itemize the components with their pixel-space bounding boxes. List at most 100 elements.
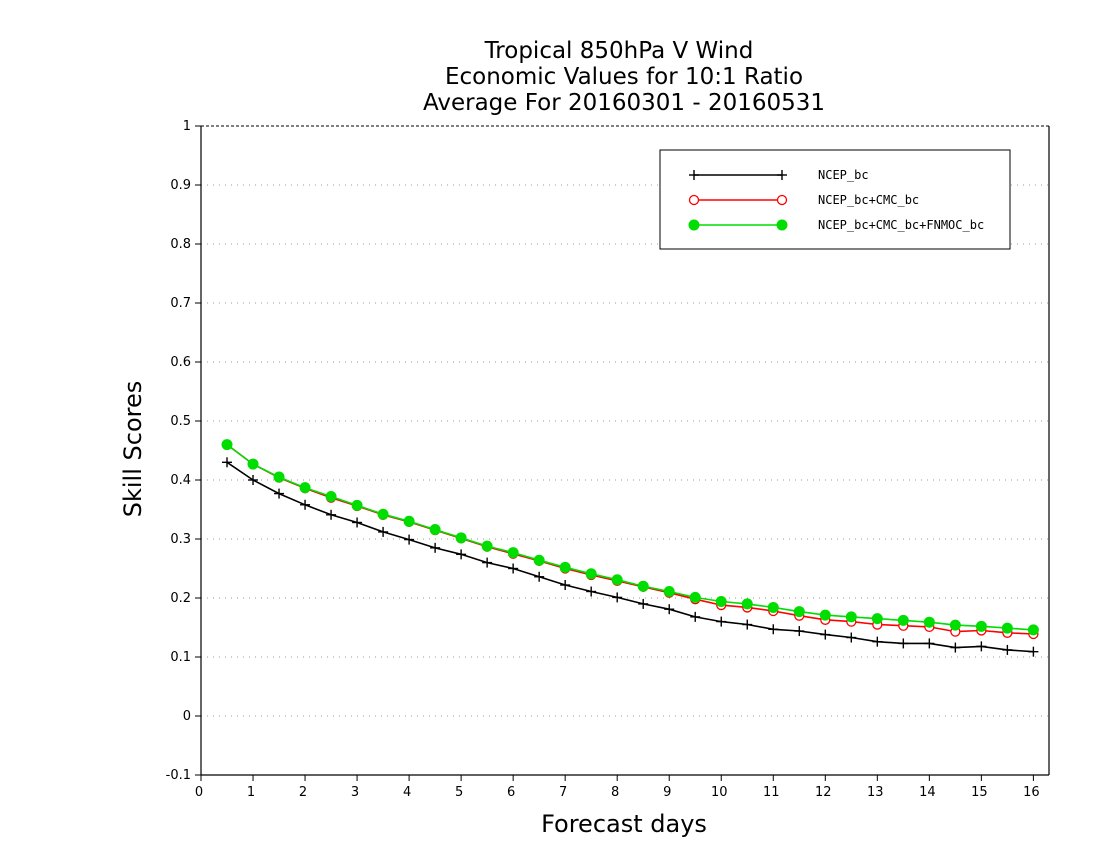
legend-marker: [688, 194, 700, 206]
legend-marker: [688, 219, 700, 231]
gridlines: [201, 184, 1049, 717]
y-tick-label: 0.2: [170, 591, 191, 606]
data-point: [794, 626, 805, 637]
series-line: [226, 461, 1034, 653]
y-tick-label: 1: [183, 119, 191, 134]
x-tick-label: 15: [971, 785, 988, 800]
legend-label: NCEP_bc+CMC_bc: [818, 193, 919, 207]
y-tick-label: 0.1: [170, 650, 191, 665]
x-tick-label: 2: [299, 785, 307, 800]
data-point: [975, 620, 987, 632]
data-point: [352, 517, 363, 528]
data-point: [430, 542, 441, 553]
data-point: [299, 482, 311, 494]
data-point: [845, 611, 857, 623]
legend-entry-3: NCEP_bc+CMC_bc+FNMOC_bc: [688, 218, 984, 232]
y-tick-label: 0.9: [170, 178, 191, 193]
data-point: [715, 596, 727, 608]
data-point: [378, 526, 389, 537]
data-point: [534, 571, 545, 582]
data-point: [1028, 646, 1039, 657]
data-point: [221, 439, 233, 451]
data-point: [741, 598, 753, 610]
data-point: [767, 601, 779, 613]
data-point: [976, 641, 987, 652]
data-point: [404, 534, 415, 545]
y-tick-label: 0.7: [170, 296, 191, 311]
data-point: [768, 624, 779, 635]
x-tick-label: 5: [455, 785, 463, 800]
series-line: [226, 443, 1034, 631]
y-tick-label: 0: [183, 709, 191, 724]
data-point: [508, 563, 519, 574]
data-point: [482, 557, 493, 568]
data-point: [455, 532, 467, 544]
data-point: [742, 619, 753, 630]
chart-title: Tropical 850hPa V Wind Economic Values f…: [423, 38, 825, 116]
data-point: [637, 580, 649, 592]
data-point: [846, 632, 857, 643]
legend: NCEP_bc NCEP_bc+CMC_bc NCEP_bc+CMC_bc+FNMO…: [659, 149, 1011, 250]
data-point: [924, 638, 935, 649]
data-point: [872, 636, 883, 647]
legend-entry-2: NCEP_bc+CMC_bc: [688, 193, 919, 207]
legend-marker: [776, 194, 788, 206]
data-point: [300, 499, 311, 510]
x-tick-label: 11: [763, 785, 780, 800]
data-point: [897, 614, 909, 626]
data-point: [950, 642, 961, 653]
data-point: [923, 616, 935, 628]
x-axis-label: Forecast days: [541, 810, 707, 838]
series-line: [226, 443, 1034, 635]
data-point: [403, 515, 415, 527]
x-tick-label: 6: [507, 785, 515, 800]
data-point: [559, 561, 571, 573]
y-tick-label: 0.5: [170, 414, 191, 429]
data-point: [507, 547, 519, 559]
series-3: [221, 439, 1039, 636]
data-point: [1027, 624, 1039, 636]
x-tick-label: 14: [919, 785, 936, 800]
data-point: [638, 598, 649, 609]
legend-label: NCEP_bc: [818, 168, 869, 182]
data-point: [326, 509, 337, 520]
data-point: [871, 613, 883, 625]
data-point: [1001, 622, 1013, 634]
data-point: [793, 606, 805, 618]
legend-marker: [689, 170, 699, 180]
data-point: [351, 499, 363, 511]
data-point: [456, 549, 467, 560]
data-point: [716, 616, 727, 627]
legend-label: NCEP_bc+CMC_bc+FNMOC_bc: [818, 218, 984, 232]
data-point: [664, 604, 675, 615]
data-point: [898, 638, 909, 649]
data-point: [819, 609, 831, 621]
x-tick-label: 8: [611, 785, 619, 800]
data-point: [533, 554, 545, 566]
x-tick-label: 9: [663, 785, 671, 800]
data-point: [611, 574, 623, 586]
data-point: [689, 591, 701, 603]
y-tick-label: 0.8: [170, 237, 191, 252]
series-layer: [221, 439, 1039, 657]
data-point: [690, 611, 701, 622]
x-tick-label: 0: [195, 785, 203, 800]
y-tick-label: -0.1: [166, 768, 191, 783]
x-tick-label: 7: [559, 785, 567, 800]
data-point: [949, 619, 961, 631]
legend-entry-1: NCEP_bc: [689, 168, 869, 182]
y-tick-label: 0.3: [170, 532, 191, 547]
data-point: [222, 457, 233, 468]
y-tick-label: 0.6: [170, 355, 191, 370]
data-point: [663, 586, 675, 598]
data-point: [273, 471, 285, 483]
y-axis-label: Skill Scores: [119, 381, 147, 518]
title-line-2: Economic Values for 10:1 Ratio: [445, 64, 803, 90]
x-tick-label: 16: [1023, 785, 1040, 800]
x-tick-label: 10: [711, 785, 728, 800]
axes: -0.100.10.20.30.40.50.60.70.80.910 1 2 3 4 5 6…: [166, 119, 1050, 800]
title-line-3: Average For 20160301 - 20160531: [423, 90, 825, 116]
data-point: [585, 568, 597, 580]
data-point: [429, 524, 441, 536]
